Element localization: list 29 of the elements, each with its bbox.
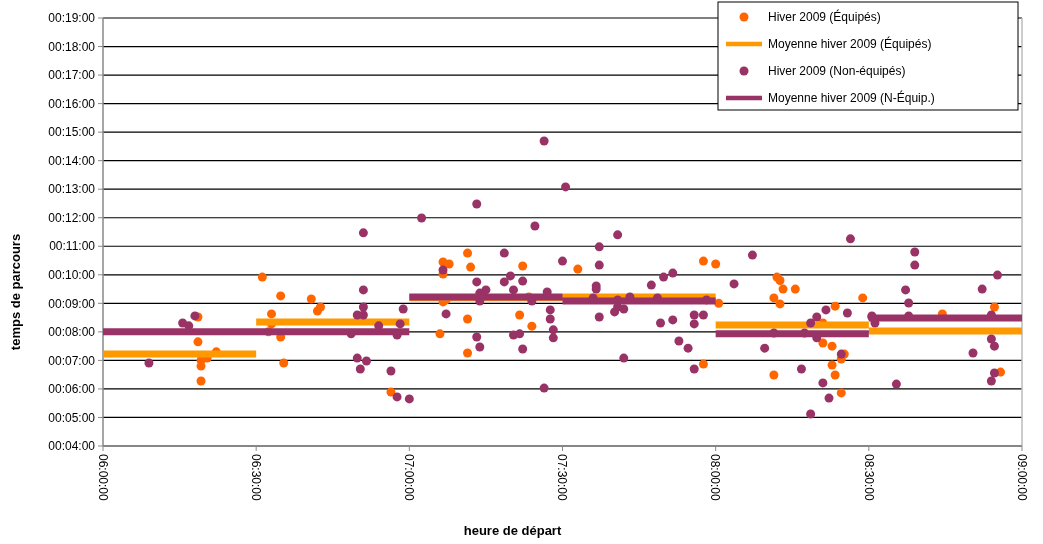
x-tick-label: 09:00:00 (1014, 454, 1029, 502)
x-tick-label: 07:00:00 (402, 454, 417, 502)
legend-label: Hiver 2009 (Équipés) (768, 9, 881, 25)
y-tick-label: 00:13:00 (48, 182, 96, 197)
y-tick-label: 00:18:00 (48, 39, 96, 54)
x-tick-label: 08:30:00 (861, 454, 876, 502)
y-tick-label: 00:07:00 (48, 353, 96, 368)
y-tick-label: 00:09:00 (48, 296, 96, 311)
x-tick-label: 07:30:00 (555, 454, 570, 502)
y-tick-label: 00:12:00 (48, 210, 96, 225)
x-tick-label: 08:00:00 (708, 454, 723, 502)
y-tick-label: 00:11:00 (49, 239, 96, 254)
legend-label: Moyenne hiver 2009 (Équipés) (768, 36, 932, 52)
y-tick-label: 00:06:00 (48, 382, 96, 397)
y-tick-label: 00:14:00 (48, 153, 96, 168)
y-tick-label: 00:10:00 (48, 268, 96, 282)
legend-label: Moyenne hiver 2009 (N-Équip.) (768, 90, 935, 106)
x-axis-title: heure de départ (463, 523, 562, 538)
y-tick-label: 00:16:00 (48, 96, 96, 111)
legend-label: Hiver 2009 (Non-équipés) (768, 64, 906, 79)
y-tick-label: 00:08:00 (48, 325, 96, 340)
y-tick-label: 00:04:00 (48, 439, 96, 454)
y-axis-title: temps de parcours (8, 233, 23, 351)
y-tick-label: 00:15:00 (48, 125, 96, 140)
y-tick-label: 00:17:00 (48, 68, 96, 83)
y-tick-label: 00:05:00 (48, 410, 96, 425)
x-tick-label: 06:00:00 (95, 454, 110, 502)
y-tick-label: 00:19:00 (48, 11, 96, 26)
x-tick-label: 06:30:00 (248, 454, 263, 502)
